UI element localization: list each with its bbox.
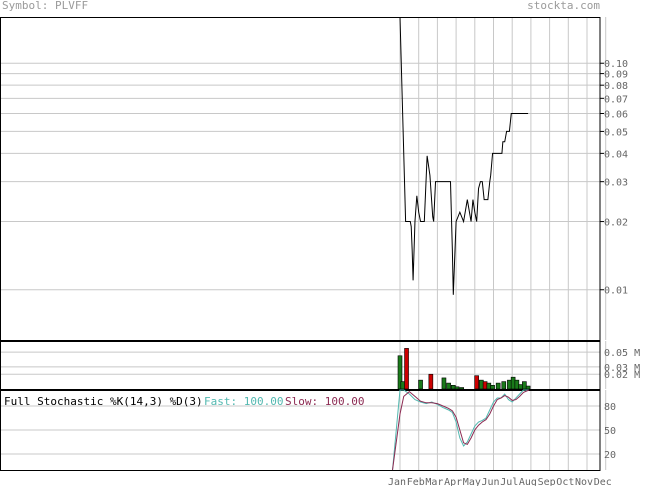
volume-bar (486, 382, 492, 390)
stochastic-lines (392, 389, 530, 471)
price-panel-frame (0, 17, 601, 341)
volume-y-axis: 0.05 M 0.03 M0.02 M (604, 348, 640, 381)
volume-bar (507, 379, 512, 390)
stochastic-grid (0, 390, 607, 470)
volume-bar (495, 382, 501, 390)
fast-value-label: Fast: 100.00 (204, 395, 284, 408)
volume-bar (522, 381, 527, 390)
volume-tick-label: 0.02 M (604, 370, 640, 381)
stochastic-title: Full Stochastic %K(14,3) %D(3) (4, 395, 203, 408)
stochastic-tick-label: 50 (604, 426, 616, 437)
x-tick-label: Sep (538, 477, 556, 486)
stochastic-y-axis: 80 50 20 (604, 402, 616, 461)
volume-bar (514, 379, 520, 390)
x-tick-label: Nov (575, 477, 593, 486)
volume-bar (404, 348, 409, 390)
x-tick-label: Mar (425, 477, 443, 486)
volume-bar (479, 379, 484, 390)
x-tick-label: Feb (407, 477, 425, 486)
volume-tick-label: 0.03 M (604, 363, 640, 374)
price-tick-label: 0.04 (604, 149, 628, 160)
volume-panel-frame (0, 341, 601, 390)
x-tick-label: Aug (519, 477, 537, 486)
price-tick-label: 0.02 (604, 218, 628, 229)
price-tick-label: 0.01 (604, 286, 628, 297)
x-tick-label: Jun (482, 477, 500, 486)
x-axis: Jan Feb Mar Apr May Jun Jul Aug Sep Oct Nov Dec (388, 477, 612, 486)
x-tick-label: Jan (388, 477, 406, 486)
volume-bar (474, 375, 479, 390)
price-y-axis: 0.100.090.08 0.07 0.06 0.05 0.04 0.03 0.02 0.01 (600, 59, 628, 297)
price-tick-label: 0.03 (604, 178, 628, 189)
x-tick-label: Jul (500, 477, 518, 486)
volume-bar (450, 385, 456, 390)
price-line (399, 16, 529, 295)
price-tick-label: 0.07 (604, 94, 628, 105)
volume-bar (490, 385, 495, 390)
price-tick-label: 0.08 (604, 81, 628, 92)
price-grid (0, 17, 607, 340)
x-tick-label: Oct (556, 477, 574, 486)
symbol-label: Symbol: PLVFF (2, 0, 89, 12)
stochastic-tick-label: 80 (604, 402, 616, 413)
price-tick-label: 0.05 (604, 127, 628, 138)
stochastic-tick-label: 20 (604, 450, 616, 461)
volume-bar (459, 387, 465, 390)
slow-line (392, 389, 530, 471)
volume-bar (441, 377, 447, 390)
volume-bar (501, 381, 507, 390)
stochastic-panel-frame (0, 390, 601, 471)
volume-bar (397, 355, 403, 390)
price-tick-label: 0.09 (604, 70, 628, 81)
price-tick-label: 0.10 (604, 59, 628, 70)
x-tick-label: Dec (594, 477, 612, 486)
volume-bar (525, 385, 531, 390)
price-line-group (399, 16, 529, 295)
slow-value-label: Slow: 100.00 (285, 395, 365, 408)
volume-bar (418, 379, 423, 390)
volume-tick-label: 0.05 M (604, 348, 640, 359)
volume-bar (400, 381, 406, 390)
volume-bar (518, 384, 523, 390)
volume-bar (510, 376, 516, 390)
price-tick-label: 0.06 (604, 109, 628, 120)
x-tick-label: Apr (444, 477, 462, 486)
volume-bar (482, 381, 488, 390)
x-tick-label: May (463, 477, 481, 486)
site-brand-label: stockta.com (527, 0, 600, 12)
volume-bar (428, 373, 434, 390)
fast-line (392, 389, 530, 471)
volume-bar (446, 382, 451, 390)
panel-frames (0, 17, 601, 471)
volume-bars (397, 348, 531, 390)
volume-bar (454, 386, 460, 390)
